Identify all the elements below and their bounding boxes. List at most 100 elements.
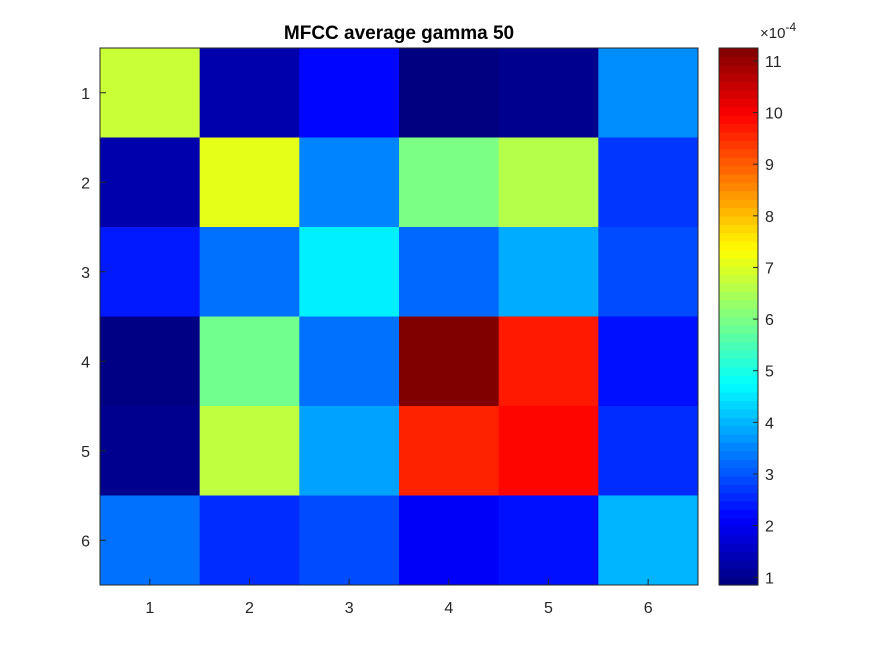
heatmap-cell xyxy=(399,137,500,228)
x-tick-label: 4 xyxy=(444,600,453,617)
heatmap-cell xyxy=(598,495,699,586)
colorbar-segment xyxy=(719,257,758,267)
x-axis: 1 2 3 4 5 6 xyxy=(145,579,653,617)
heatmap-cell xyxy=(199,495,300,586)
colorbar-segment xyxy=(719,165,758,175)
colorbar-segment xyxy=(719,425,758,435)
colorbar-segment xyxy=(719,98,758,108)
colorbar-segment xyxy=(719,64,758,74)
colorbar-tick-label: 2 xyxy=(765,519,774,536)
heatmap-cell xyxy=(299,316,400,407)
heatmap-cell xyxy=(199,406,300,496)
colorbar-segment xyxy=(719,375,758,385)
heatmap-cell xyxy=(399,227,500,317)
colorbar-segment xyxy=(719,442,758,452)
plot-frame xyxy=(99,47,699,586)
colorbar-tick-label: 1 xyxy=(765,570,774,587)
colorbar-segment xyxy=(719,316,758,326)
colorbar-segment xyxy=(719,140,758,150)
heatmap-cell xyxy=(299,227,400,317)
x-tick-label: 1 xyxy=(145,600,154,617)
colorbar-segment xyxy=(719,81,758,91)
colorbar-segment xyxy=(719,73,758,83)
colorbar-segment xyxy=(719,475,758,485)
colorbar-segment xyxy=(719,324,758,334)
colorbar-segment xyxy=(719,182,758,192)
heatmap-cell xyxy=(100,406,201,496)
colorbar-segment xyxy=(719,291,758,301)
colorbar-exponent-power: -4 xyxy=(785,20,796,34)
heatmap-cell xyxy=(598,48,699,138)
heatmap-cell xyxy=(598,137,699,228)
colorbar-segment xyxy=(719,89,758,99)
heatmap-cell xyxy=(299,48,400,138)
x-tick-label: 3 xyxy=(345,600,354,617)
colorbar: 1 2 3 4 5 6 7 8 9 10 11 xyxy=(718,47,783,587)
colorbar-segment xyxy=(719,543,758,553)
colorbar-segment xyxy=(719,207,758,217)
colorbar-segment xyxy=(719,501,758,511)
colorbar-segment xyxy=(719,392,758,402)
heatmap-cell xyxy=(498,316,599,407)
colorbar-segment xyxy=(719,467,758,477)
heatmap-cell xyxy=(100,48,201,138)
colorbar-segment xyxy=(719,551,758,561)
colorbar-segment xyxy=(719,559,758,569)
colorbar-segment xyxy=(719,173,758,183)
colorbar-segment xyxy=(719,576,758,586)
x-tick-label: 5 xyxy=(544,600,553,617)
heatmap-cell xyxy=(399,495,500,586)
colorbar-segment xyxy=(719,417,758,427)
x-tick-label: 2 xyxy=(245,600,254,617)
colorbar-segment xyxy=(719,106,758,116)
chart-title: MFCC average gamma 50 xyxy=(284,23,514,44)
heatmap-cell xyxy=(199,316,300,407)
colorbar-segment xyxy=(719,148,758,158)
y-tick-label: 2 xyxy=(81,175,90,192)
colorbar-segment xyxy=(719,568,758,578)
heatmap-cell xyxy=(498,227,599,317)
y-tick-label: 5 xyxy=(81,444,90,461)
colorbar-segment xyxy=(719,333,758,343)
colorbar-segment xyxy=(719,266,758,276)
heatmap-cell xyxy=(199,227,300,317)
heatmap-cell xyxy=(100,316,201,407)
colorbar-segment xyxy=(719,240,758,250)
colorbar-segment xyxy=(719,232,758,242)
colorbar-segment xyxy=(719,408,758,418)
y-tick-label: 3 xyxy=(81,265,90,282)
colorbar-segment xyxy=(719,450,758,460)
colorbar-segment xyxy=(719,484,758,494)
heatmap-cell xyxy=(199,48,300,138)
colorbar-segment xyxy=(719,157,758,167)
colorbar-segment xyxy=(719,358,758,368)
heatmap-cell xyxy=(100,227,201,317)
y-tick-label: 4 xyxy=(81,354,90,371)
colorbar-exponent-base: ×10 xyxy=(760,25,785,42)
colorbar-tick-label: 7 xyxy=(765,260,774,277)
heatmap-cell xyxy=(498,48,599,138)
y-axis: 1 2 3 4 5 6 xyxy=(81,86,106,550)
colorbar-tick-label: 6 xyxy=(765,312,774,329)
heatmap-cell xyxy=(399,406,500,496)
colorbar-tick-label: 11 xyxy=(765,54,782,71)
x-tick-label: 6 xyxy=(644,600,653,617)
colorbar-segment xyxy=(719,509,758,519)
colorbar-segment xyxy=(719,492,758,502)
heatmap-cell xyxy=(299,406,400,496)
colorbar-segment xyxy=(719,400,758,410)
heatmap-cell xyxy=(598,227,699,317)
colorbar-segment xyxy=(719,459,758,469)
heatmap-cells xyxy=(100,48,699,586)
y-tick-label: 1 xyxy=(81,86,90,103)
colorbar-segment xyxy=(719,341,758,351)
heatmap-cell xyxy=(100,495,201,586)
colorbar-tick-label: 4 xyxy=(765,415,774,432)
colorbar-segment xyxy=(719,282,758,292)
colorbar-tick-label: 8 xyxy=(765,209,774,226)
colorbar-segment xyxy=(719,366,758,376)
colorbar-segment xyxy=(719,123,758,133)
colorbar-segment xyxy=(719,224,758,234)
colorbar-segment xyxy=(719,517,758,527)
colorbar-segment xyxy=(719,249,758,259)
